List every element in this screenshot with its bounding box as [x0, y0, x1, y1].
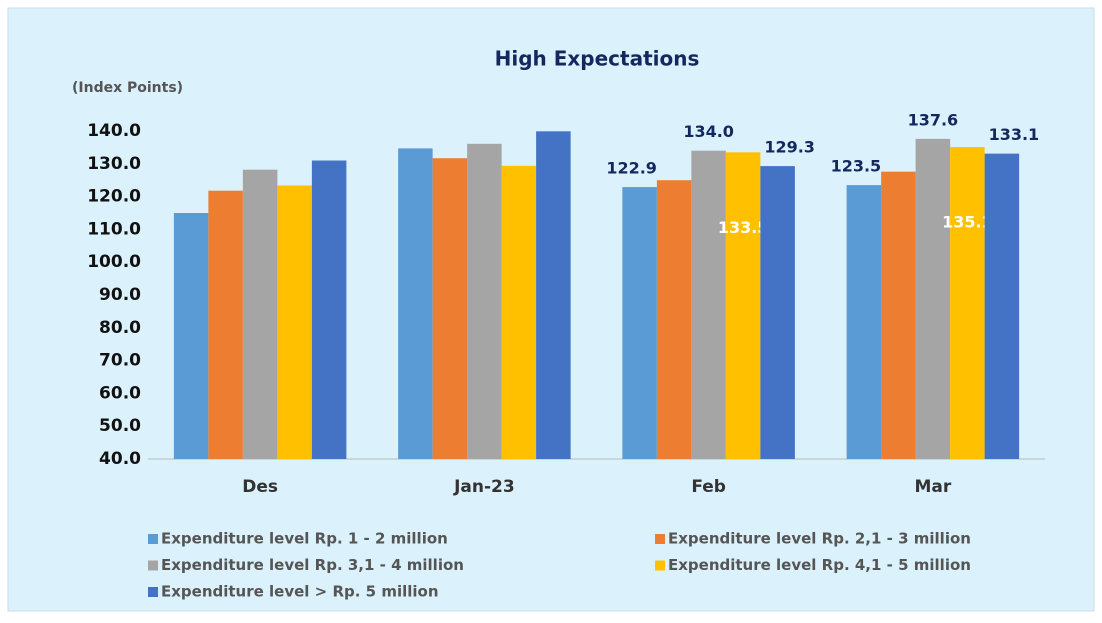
x-tick-label: Jan-23: [453, 477, 515, 497]
data-label: 137.6: [908, 110, 959, 129]
x-tick-label: Feb: [691, 477, 726, 497]
y-tick-label: 120.0: [87, 187, 141, 207]
legend-label: Expenditure level > Rp. 5 million: [161, 583, 439, 601]
legend-label: Expenditure level Rp. 1 - 2 million: [161, 530, 448, 548]
y-tick-label: 110.0: [87, 219, 141, 239]
bar: [881, 171, 916, 459]
y-tick-label: 130.0: [87, 154, 141, 174]
bar: [536, 131, 571, 459]
bar: [622, 187, 657, 459]
bar: [277, 185, 312, 459]
legend-swatch: [655, 534, 665, 544]
data-label: 123.5: [831, 157, 882, 176]
x-tick-label: Des: [242, 477, 278, 497]
bar: [760, 166, 795, 459]
bar: [725, 152, 761, 459]
legend-label: Expenditure level Rp. 4,1 - 5 million: [668, 556, 971, 574]
y-tick-label: 40.0: [99, 449, 141, 469]
bar: [501, 165, 537, 459]
bar: [950, 147, 985, 459]
bar: [984, 153, 1020, 459]
data-label: 129.3: [764, 138, 815, 157]
bar: [311, 160, 347, 459]
data-label: 133.1: [989, 125, 1040, 144]
legend-swatch: [148, 560, 158, 571]
bar: [173, 213, 209, 459]
bar: [432, 158, 468, 459]
bar: [208, 190, 243, 460]
y-tick-label: 70.0: [99, 351, 141, 371]
bar: [242, 169, 278, 460]
bar: [915, 138, 951, 459]
y-tick-label: 80.0: [99, 318, 141, 338]
bar: [467, 143, 502, 460]
bar: [846, 185, 882, 459]
legend-swatch: [655, 560, 665, 571]
bar: [691, 150, 726, 459]
y-tick-label: 140.0: [87, 121, 141, 141]
legend-swatch: [148, 587, 158, 597]
legend-label: Expenditure level Rp. 2,1 - 3 million: [668, 530, 971, 548]
y-axis-label: (Index Points): [72, 80, 183, 96]
y-tick-label: 90.0: [99, 285, 141, 305]
data-label: 122.9: [606, 159, 657, 178]
y-tick-label: 50.0: [99, 416, 141, 436]
x-tick-label: Mar: [914, 477, 951, 497]
data-label: 134.0: [683, 122, 734, 141]
bar: [398, 148, 433, 459]
data-label: 135.1: [942, 213, 993, 232]
bar: [656, 180, 692, 459]
y-tick-label: 60.0: [99, 383, 141, 403]
legend-label: Expenditure level Rp. 3,1 - 4 million: [161, 556, 464, 574]
data-label: 133.5: [718, 218, 769, 237]
legend-swatch: [148, 534, 158, 544]
y-tick-label: 100.0: [87, 252, 141, 272]
chart-title: High Expectations: [495, 47, 700, 71]
